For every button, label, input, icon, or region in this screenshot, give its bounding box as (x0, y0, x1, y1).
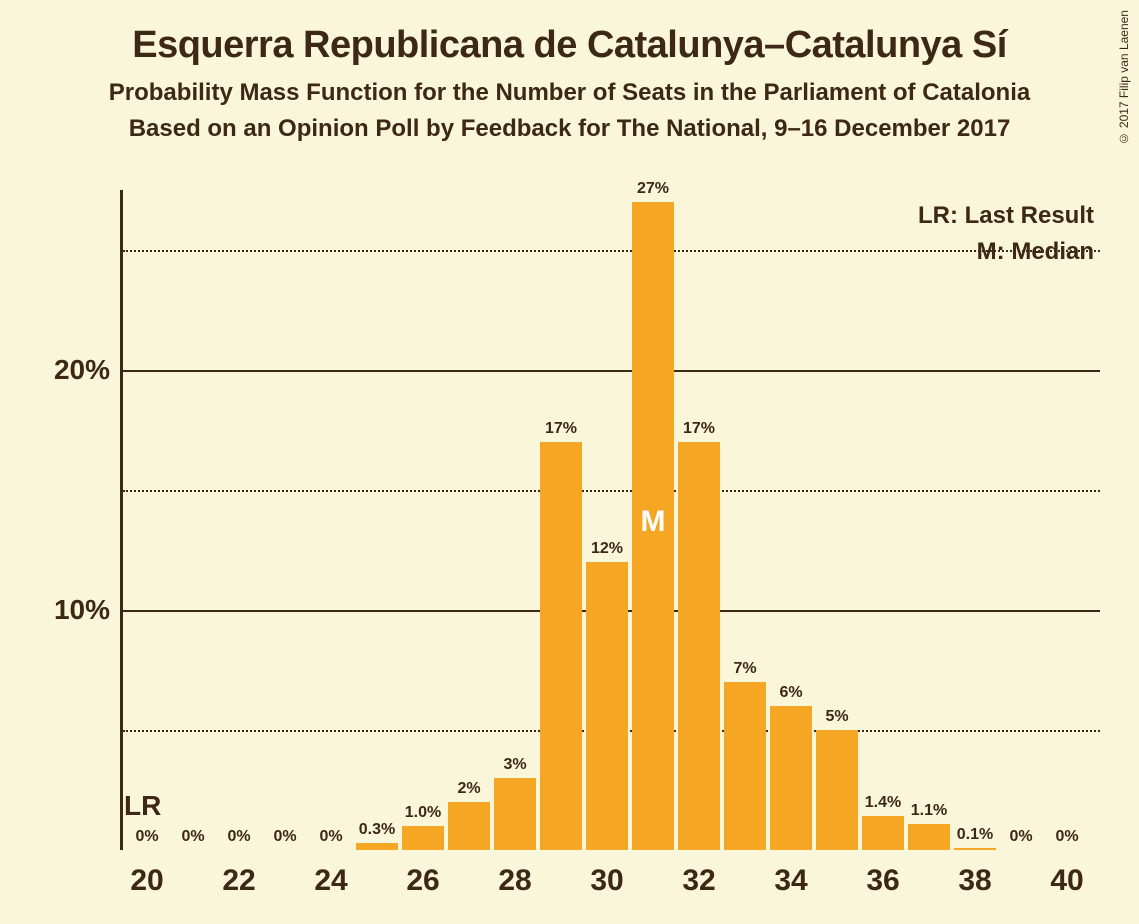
bar (448, 802, 490, 850)
grid-major (123, 370, 1100, 372)
chart: LR: Last Result M: Median 10%20%0%0%0%0%… (120, 190, 1100, 850)
x-tick-label: 30 (590, 864, 623, 898)
bar-value-label: 0% (1055, 828, 1078, 846)
y-tick-label: 10% (54, 594, 110, 626)
x-tick-label: 28 (498, 864, 531, 898)
x-tick-label: 22 (222, 864, 255, 898)
median-marker: M (641, 505, 666, 539)
bar (908, 824, 950, 850)
bar-value-label: 27% (637, 180, 669, 198)
bar-value-label: 1.1% (911, 802, 947, 820)
bar-value-label: 0.3% (359, 821, 395, 839)
bar-value-label: 0% (135, 828, 158, 846)
legend-lr: LR: Last Result (918, 198, 1094, 234)
bar (678, 442, 720, 850)
x-tick-label: 24 (314, 864, 347, 898)
titles-block: Esquerra Republicana de Catalunya–Catalu… (0, 0, 1139, 143)
bar (494, 778, 536, 850)
subtitle-1: Probability Mass Function for the Number… (0, 79, 1139, 107)
bar-value-label: 0% (181, 828, 204, 846)
bar-value-label: 0% (1009, 828, 1032, 846)
bar-value-label: 12% (591, 540, 623, 558)
x-tick-label: 26 (406, 864, 439, 898)
bar (770, 706, 812, 850)
bar-value-label: 0% (227, 828, 250, 846)
bar (954, 848, 996, 850)
bar (862, 816, 904, 850)
x-tick-label: 34 (774, 864, 807, 898)
bar-value-label: 17% (683, 420, 715, 438)
x-tick-label: 20 (130, 864, 163, 898)
y-tick-label: 20% (54, 354, 110, 386)
bar-value-label: 1.4% (865, 794, 901, 812)
bar-value-label: 17% (545, 420, 577, 438)
subtitle-2: Based on an Opinion Poll by Feedback for… (0, 115, 1139, 143)
bar-value-label: 0% (273, 828, 296, 846)
bar-value-label: 0.1% (957, 826, 993, 844)
bar (816, 730, 858, 850)
bar-value-label: 1.0% (405, 804, 441, 822)
main-title: Esquerra Republicana de Catalunya–Catalu… (0, 24, 1139, 67)
x-tick-label: 32 (682, 864, 715, 898)
x-tick-label: 38 (958, 864, 991, 898)
bar (402, 826, 444, 850)
bar-value-label: 7% (733, 660, 756, 678)
bar (540, 442, 582, 850)
bar (724, 682, 766, 850)
bar-value-label: 0% (319, 828, 342, 846)
grid-minor (123, 250, 1100, 252)
lr-marker: LR (124, 790, 161, 822)
bar (586, 562, 628, 850)
bar-value-label: 6% (779, 684, 802, 702)
legend: LR: Last Result M: Median (918, 198, 1094, 270)
bar-value-label: 2% (457, 780, 480, 798)
copyright-text: © 2017 Filip van Laenen (1117, 10, 1131, 145)
bar-value-label: 5% (825, 708, 848, 726)
y-axis (120, 190, 123, 850)
bar (356, 843, 398, 850)
x-tick-label: 40 (1050, 864, 1083, 898)
x-tick-label: 36 (866, 864, 899, 898)
legend-m: M: Median (918, 234, 1094, 270)
grid-minor (123, 490, 1100, 492)
bar-value-label: 3% (503, 756, 526, 774)
